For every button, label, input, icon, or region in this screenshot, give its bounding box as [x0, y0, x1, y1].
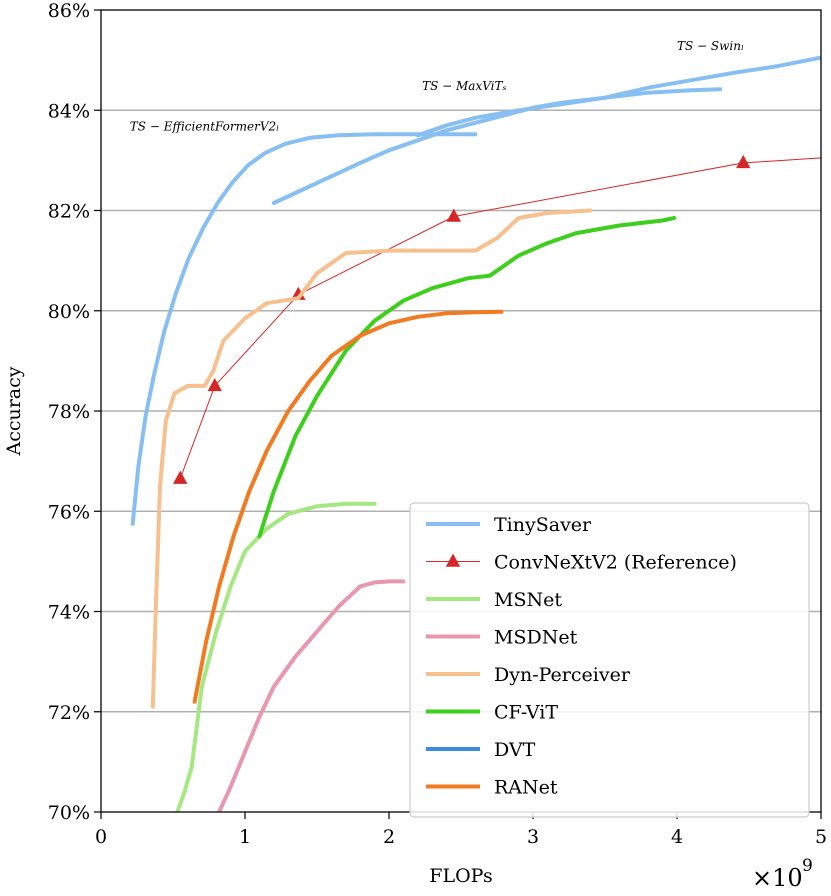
- legend-label-dyn-perceiver: Dyn-Perceiver: [494, 664, 631, 686]
- x-axis-title: FLOPs: [429, 865, 492, 887]
- legend: TinySaver ConvNeXtV2 (Reference) MSNet MSDN…: [409, 502, 810, 818]
- annotations: TS − EfficientFormerV2ₗ TS − MaxViTₛ TS − …: [130, 39, 744, 133]
- y-tick-label-86: 86%: [48, 0, 90, 22]
- y-tick-label-82: 82%: [48, 201, 90, 223]
- point-convnextv2-reference-0: [173, 470, 188, 484]
- y-tick-label-80: 80%: [48, 301, 90, 323]
- series-line-ranet-9: [192, 309, 504, 704]
- point-convnextv2-reference-4: [736, 154, 751, 169]
- series-line-tinysaver-0: [130, 132, 478, 526]
- x-scale-base: ×10: [752, 864, 803, 892]
- axis-ticks: 70% 72% 74% 76% 78% 80% 82% 84% 86% 0 1 2 3 4 5: [48, 0, 827, 848]
- legend-label-cf-vit: CF-ViT: [494, 702, 558, 724]
- y-axis-title: Accuracy: [3, 366, 25, 456]
- annotation-2: TS − Swinₗ: [677, 39, 744, 53]
- y-tick-label-70: 70%: [48, 802, 90, 824]
- y-tick-label-72: 72%: [48, 702, 90, 724]
- legend-marker-convnextv2-reference: [445, 553, 461, 567]
- series-line-tinysaver-1: [271, 87, 723, 205]
- legend-label-msdnet: MSDNet: [494, 627, 578, 649]
- annotation-0: TS − EfficientFormerV2ₗ: [130, 119, 279, 133]
- x-tick-label-2: 2: [383, 826, 395, 848]
- x-tick-label-5: 5: [815, 826, 827, 848]
- x-scale-exponent: 9: [802, 856, 813, 876]
- x-tick-label-4: 4: [671, 826, 683, 848]
- series-line-dyn-perceiver-6: [150, 208, 593, 709]
- y-tick-label-76: 76%: [48, 501, 90, 523]
- series-layer: [130, 55, 821, 812]
- series-line-cf-vit-7: [257, 216, 677, 539]
- legend-label-dvt: DVT: [494, 739, 536, 761]
- legend-label-convnextv2-reference: ConvNeXtV2 (Reference): [494, 552, 737, 574]
- plot-area: [130, 55, 821, 812]
- series-line-tinysaver-2: [415, 55, 821, 138]
- x-tick-label-1: 1: [239, 826, 251, 848]
- y-tick-label-78: 78%: [48, 401, 90, 423]
- annotation-1: TS − MaxViTₛ: [422, 79, 506, 93]
- y-tick-label-84: 84%: [48, 100, 90, 122]
- legend-box: [409, 502, 810, 818]
- point-convnextv2-reference-3: [446, 208, 461, 222]
- x-tick-label-3: 3: [527, 826, 539, 848]
- series-line-convnextv2-reference-3: [179, 157, 821, 480]
- legend-label-msnet: MSNet: [494, 589, 562, 611]
- y-tick-label-74: 74%: [48, 602, 90, 624]
- point-convnextv2-reference-1: [207, 377, 222, 392]
- series-line-msdnet-5: [217, 579, 406, 812]
- legend-label-tinysaver: TinySaver: [494, 514, 592, 536]
- series-line-msnet-4: [175, 501, 377, 812]
- x-tick-label-0: 0: [95, 826, 107, 848]
- legend-label-ranet: RANet: [494, 777, 558, 799]
